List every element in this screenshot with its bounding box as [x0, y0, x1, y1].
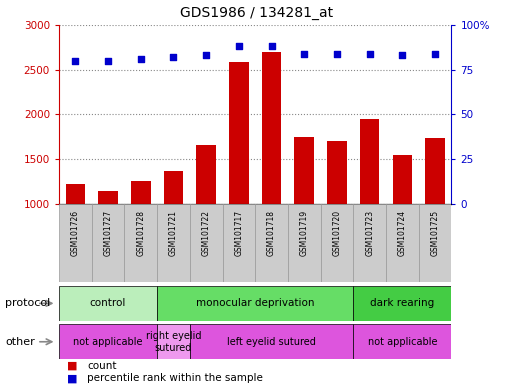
- Text: GSM101719: GSM101719: [300, 210, 309, 256]
- Text: monocular deprivation: monocular deprivation: [196, 298, 314, 308]
- Bar: [425, 138, 445, 293]
- Bar: [124, 204, 157, 282]
- Text: not applicable: not applicable: [73, 337, 143, 347]
- Text: ■: ■: [67, 373, 77, 383]
- Bar: [288, 204, 321, 282]
- Text: GSM101718: GSM101718: [267, 210, 276, 256]
- Text: dark rearing: dark rearing: [370, 298, 435, 308]
- Text: ■: ■: [67, 361, 77, 371]
- Point: [202, 52, 210, 58]
- Bar: [59, 286, 157, 321]
- Bar: [229, 61, 249, 293]
- Bar: [157, 286, 353, 321]
- Bar: [59, 204, 92, 282]
- Text: control: control: [90, 298, 126, 308]
- Point: [300, 50, 308, 56]
- Text: GSM101727: GSM101727: [104, 210, 112, 256]
- Bar: [223, 204, 255, 282]
- Text: count: count: [87, 361, 117, 371]
- Bar: [131, 181, 150, 293]
- Bar: [190, 204, 223, 282]
- Bar: [392, 155, 412, 293]
- Bar: [157, 204, 190, 282]
- Text: GSM101717: GSM101717: [234, 210, 243, 256]
- Bar: [190, 324, 353, 359]
- Bar: [419, 204, 451, 282]
- Text: GSM101721: GSM101721: [169, 210, 178, 256]
- Bar: [66, 184, 85, 293]
- Point: [104, 58, 112, 64]
- Text: left eyelid sutured: left eyelid sutured: [227, 337, 316, 347]
- Bar: [353, 204, 386, 282]
- Text: GSM101720: GSM101720: [332, 210, 342, 256]
- Bar: [59, 324, 157, 359]
- Bar: [196, 146, 216, 293]
- Text: GSM101722: GSM101722: [202, 210, 211, 256]
- Point: [333, 50, 341, 56]
- Point: [235, 43, 243, 50]
- Text: protocol: protocol: [5, 298, 50, 308]
- Point: [398, 52, 406, 58]
- Bar: [327, 141, 347, 293]
- Text: GSM101724: GSM101724: [398, 210, 407, 256]
- Text: percentile rank within the sample: percentile rank within the sample: [87, 373, 263, 383]
- Bar: [157, 324, 190, 359]
- Text: GSM101725: GSM101725: [430, 210, 440, 256]
- Point: [169, 54, 177, 60]
- Point: [267, 43, 275, 50]
- Bar: [321, 204, 353, 282]
- Bar: [92, 204, 125, 282]
- Point: [71, 58, 80, 64]
- Text: GSM101726: GSM101726: [71, 210, 80, 256]
- Bar: [255, 204, 288, 282]
- Bar: [353, 286, 451, 321]
- Text: GDS1986 / 134281_at: GDS1986 / 134281_at: [180, 6, 333, 20]
- Bar: [164, 171, 183, 293]
- Text: not applicable: not applicable: [368, 337, 437, 347]
- Text: GSM101728: GSM101728: [136, 210, 145, 256]
- Text: GSM101723: GSM101723: [365, 210, 374, 256]
- Bar: [262, 52, 281, 293]
- Bar: [360, 119, 380, 293]
- Bar: [98, 191, 118, 293]
- Bar: [353, 324, 451, 359]
- Point: [136, 56, 145, 62]
- Point: [431, 50, 439, 56]
- Point: [366, 50, 374, 56]
- Bar: [386, 204, 419, 282]
- Bar: [294, 137, 314, 293]
- Text: right eyelid
sutured: right eyelid sutured: [146, 331, 201, 353]
- Text: other: other: [5, 337, 35, 347]
